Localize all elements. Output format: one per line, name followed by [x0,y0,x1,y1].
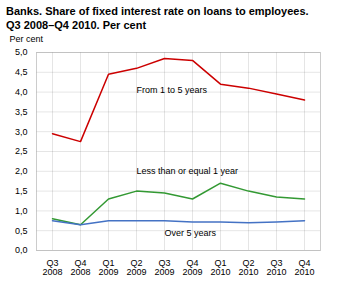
svg-text:2,0: 2,0 [15,166,28,176]
svg-text:0,0: 0,0 [15,245,28,255]
svg-text:Q32009: Q32009 [154,258,174,277]
svg-text:Q32010: Q32010 [266,258,286,277]
svg-text:4,5: 4,5 [15,67,28,77]
svg-text:2,5: 2,5 [15,146,28,156]
svg-text:Q22010: Q22010 [238,258,258,277]
svg-text:4,0: 4,0 [15,87,28,97]
svg-text:Q42009: Q42009 [182,258,202,277]
svg-text:Over 5 years: Over 5 years [165,228,217,238]
svg-text:Per cent: Per cent [10,34,44,44]
svg-text:1,0: 1,0 [15,206,28,216]
svg-text:5,0: 5,0 [15,47,28,57]
html-text:Q3 2008–Q4 2010. Per cent: Q3 2008–Q4 2010. Per cent [6,19,146,31]
svg-text:3,0: 3,0 [15,127,28,137]
svg-text:Q22009: Q22009 [126,258,146,277]
svg-text:Q42010: Q42010 [294,258,314,277]
svg-text:1,5: 1,5 [15,186,28,196]
svg-text:Q32008: Q32008 [42,258,62,277]
svg-text:Q42008: Q42008 [70,258,90,277]
svg-text:Less than or equal 1 year: Less than or equal 1 year [137,166,239,176]
svg-text:Q12010: Q12010 [210,258,230,277]
svg-text:Q12009: Q12009 [98,258,118,277]
html-text:Banks. Share of fixed interest: Banks. Share of fixed interest rate on l… [6,5,309,17]
svg-text:0,5: 0,5 [15,226,28,236]
svg-text:3,5: 3,5 [15,107,28,117]
svg-text:From 1 to 5 years: From 1 to 5 years [137,85,208,95]
